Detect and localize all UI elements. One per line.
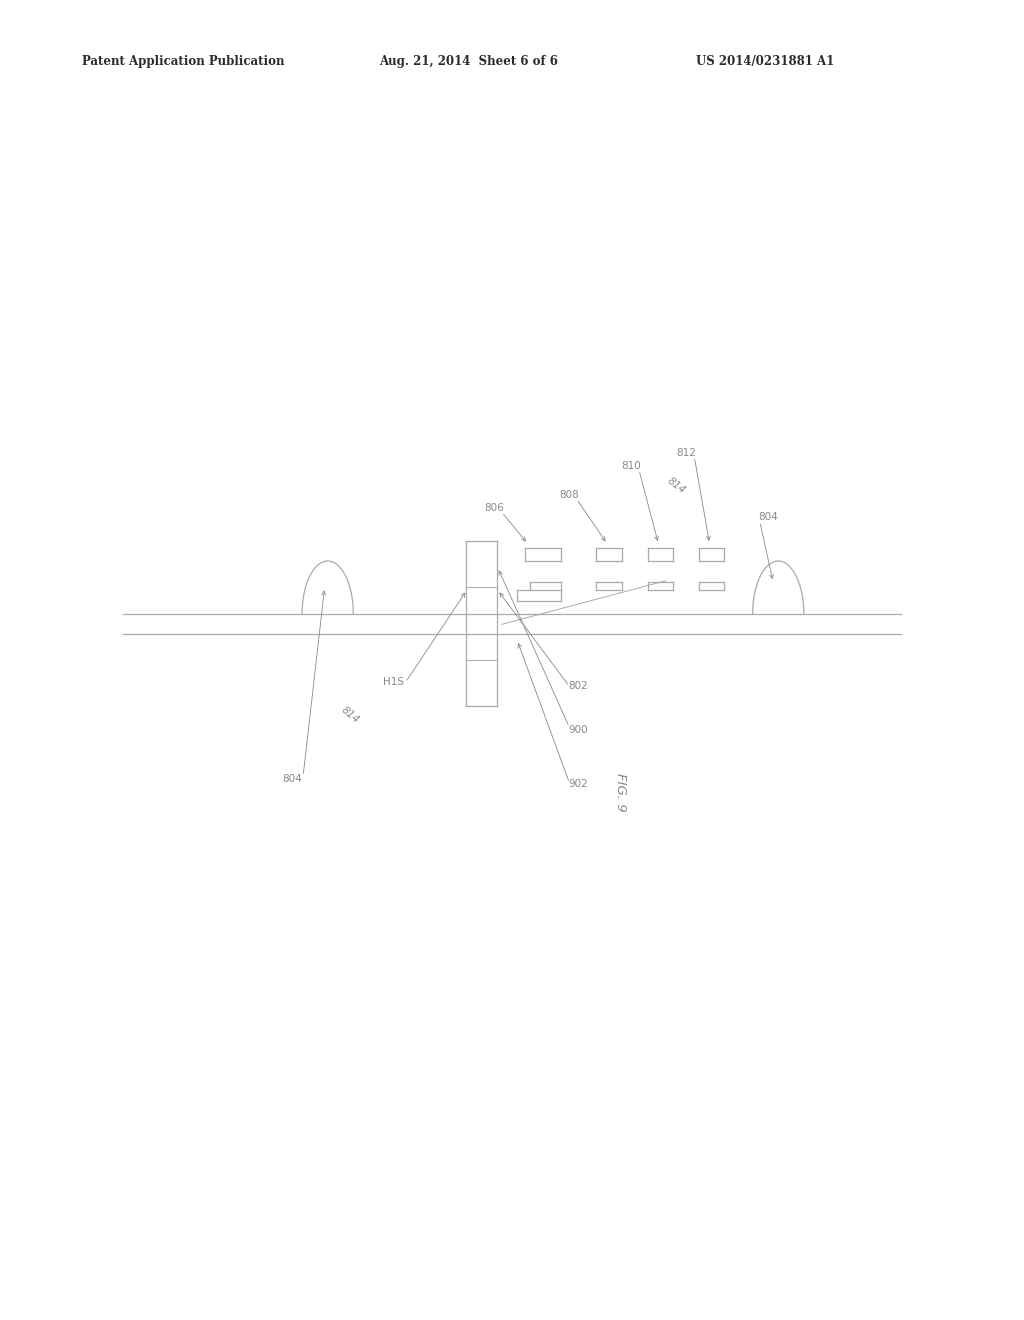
Text: FIG. 9: FIG. 9: [614, 772, 628, 812]
Text: H1S: H1S: [383, 677, 404, 688]
Text: US 2014/0231881 A1: US 2014/0231881 A1: [696, 55, 835, 69]
Text: 814: 814: [340, 705, 361, 726]
Text: 804: 804: [283, 774, 302, 784]
Text: 802: 802: [568, 681, 588, 692]
Text: 902: 902: [568, 779, 588, 789]
Text: Aug. 21, 2014  Sheet 6 of 6: Aug. 21, 2014 Sheet 6 of 6: [379, 55, 558, 69]
Text: 808: 808: [559, 490, 579, 500]
Text: 812: 812: [677, 447, 696, 458]
Text: 806: 806: [484, 503, 504, 513]
Text: Patent Application Publication: Patent Application Publication: [82, 55, 285, 69]
Text: 804: 804: [758, 512, 777, 523]
Text: 814: 814: [666, 475, 687, 496]
Text: 900: 900: [568, 725, 588, 735]
Text: 810: 810: [622, 461, 641, 471]
